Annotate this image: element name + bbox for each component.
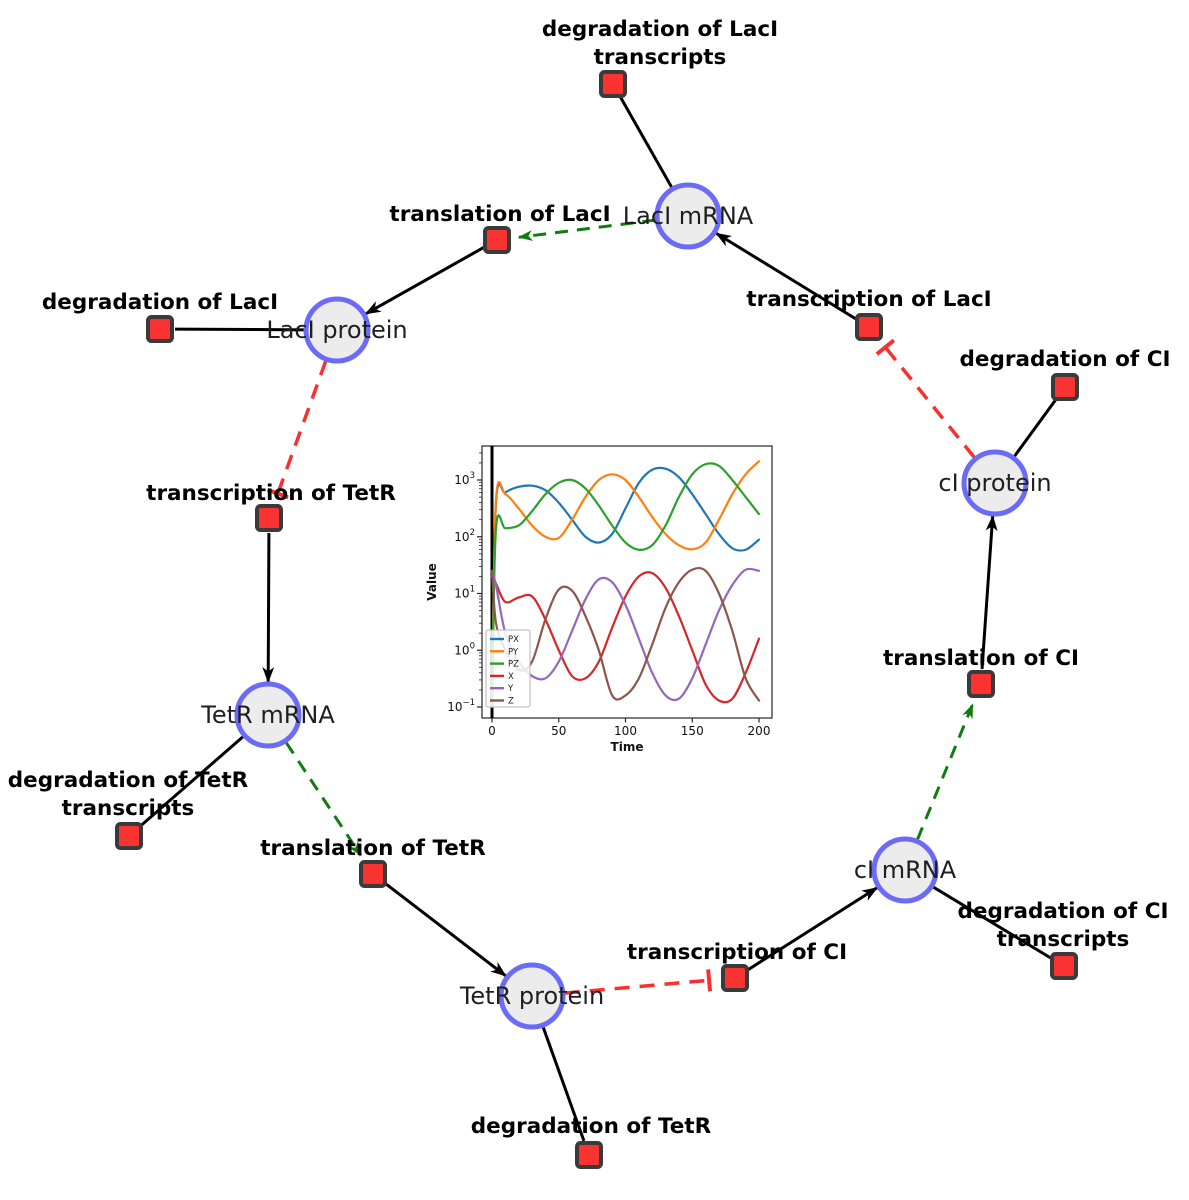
edge-production-tl_laci-laci_prot: [364, 246, 485, 316]
edge-consumption-tetr_mrna-deg_tetr_tx: [139, 735, 245, 828]
reaction-node-deg_tetr_tx[interactable]: [115, 822, 143, 850]
edge-production-tx_ci-ci_mrna: [746, 886, 878, 972]
x-tick-label: 0: [488, 724, 496, 738]
reaction-label-tx_laci: transcription of LacI: [746, 287, 991, 312]
reaction-label-deg_ci_tx: transcripts: [997, 927, 1130, 952]
y-tick-label: 10−1: [447, 698, 475, 714]
reaction-node-tx_tetr[interactable]: [255, 504, 283, 532]
legend-label-Y: Y: [507, 684, 514, 694]
species-node-tetr_mrna[interactable]: [234, 681, 302, 749]
edge-consumption-ci_mrna-deg_ci_tx: [932, 885, 1052, 960]
reaction-label-tx_ci: transcription of CI: [627, 940, 847, 965]
y-axis-label: Value: [425, 563, 439, 601]
edge-modifier-tetr_mrna-tl_tetr: [284, 741, 363, 857]
nodes-layer: [115, 70, 1079, 1169]
legend-label-PX: PX: [508, 635, 519, 645]
species-label-ci_prot: cI protein: [938, 469, 1051, 497]
species-label-ci_mrna: cI mRNA: [854, 856, 957, 884]
species-node-ci_mrna[interactable]: [871, 836, 939, 904]
edge-inhibition-laci_prot-tx_tetr: [278, 360, 328, 494]
reaction-label-tl_tetr: translation of TetR: [260, 836, 486, 861]
y-tick-label: 100: [454, 641, 475, 657]
reaction-label-deg_tetr_tx: degradation of TetR: [8, 768, 249, 793]
y-tick-label: 101: [454, 585, 475, 601]
reaction-node-tl_laci[interactable]: [483, 226, 511, 254]
x-tick-label: 100: [614, 724, 637, 738]
x-tick-label: 150: [681, 724, 704, 738]
legend-label-PY: PY: [508, 647, 519, 657]
series-line-PZ: [490, 462, 761, 709]
reaction-node-tx_laci[interactable]: [855, 313, 883, 341]
y-tick-label: 103: [454, 471, 475, 487]
reaction-label-deg_laci: degradation of LacI: [42, 290, 278, 315]
edge-consumption-ci_prot-deg_ci: [1013, 398, 1058, 458]
legend-label-X: X: [508, 672, 514, 682]
edge-consumption-laci_prot-deg_laci: [174, 327, 305, 332]
edge-production-tl_ci-ci_prot: [980, 514, 998, 670]
series-line-PY: [490, 460, 761, 709]
reaction-label-tl_ci: translation of CI: [883, 646, 1079, 671]
simulation-chart: 0 50 100 150 20010−1100101102103TimeValuePXP…: [425, 445, 773, 754]
reaction-node-tl_ci[interactable]: [967, 670, 995, 698]
reaction-label-deg_laci_tx: transcripts: [594, 45, 727, 70]
species-node-ci_prot[interactable]: [961, 449, 1029, 517]
chart-legend: PX PY PZ XYZ: [485, 629, 531, 708]
edge-modifier-ci_mrna-tl_ci: [916, 703, 975, 841]
series-line-PX: [490, 466, 761, 709]
reaction-node-deg_laci_tx[interactable]: [599, 70, 627, 98]
edge-production-tx_tetr-tetr_mrna: [262, 532, 275, 684]
reaction-node-deg_tetr[interactable]: [575, 1141, 603, 1169]
reaction-label-deg_laci_tx: degradation of LacI: [542, 17, 778, 42]
species-node-laci_mrna[interactable]: [654, 182, 722, 250]
species-node-laci_prot[interactable]: [303, 296, 371, 364]
edge-production-tx_laci-laci_mrna: [715, 231, 857, 321]
species-label-laci_mrna: LacI mRNA: [623, 202, 754, 230]
labels-layer: degradation of LacI transcripts translatio…: [8, 17, 1171, 1139]
species-label-laci_prot: LacI protein: [266, 316, 407, 344]
reaction-node-tx_ci[interactable]: [721, 964, 749, 992]
reaction-label-deg_tetr: degradation of TetR: [471, 1114, 712, 1139]
legend-label-PZ: PZ: [508, 660, 519, 670]
legend-label-Z: Z: [508, 697, 514, 707]
reaction-label-tx_tetr: transcription of TetR: [146, 481, 396, 506]
species-label-tetr_prot: TetR protein: [459, 982, 604, 1010]
edge-modifier-laci_mrna-tl_laci: [517, 218, 656, 241]
simulation-plot-inset: 0 50 100 150 200 10−1 100 101 102 103 Time Value PX P…: [424, 437, 774, 763]
species-node-tetr_prot[interactable]: [498, 962, 566, 1030]
x-axis-label: Time: [611, 740, 644, 754]
reaction-label-deg_ci_tx: degradation of CI: [958, 899, 1169, 924]
species-label-tetr_mrna: TetR mRNA: [200, 701, 335, 729]
reaction-node-tl_tetr[interactable]: [359, 860, 387, 888]
edge-consumption-laci_mrna-deg_laci_tx: [619, 96, 674, 189]
reaction-node-deg_laci[interactable]: [146, 315, 174, 343]
reaction-label-tl_laci: translation of LacI: [389, 202, 610, 227]
edge-production-tl_tetr-tetr_prot: [383, 881, 507, 978]
y-tick-label: 102: [454, 528, 475, 544]
reaction-label-deg_tetr_tx: transcripts: [62, 796, 195, 821]
reaction-label-deg_ci: degradation of CI: [960, 347, 1171, 372]
x-tick-label: 200: [748, 724, 771, 738]
reaction-node-deg_ci[interactable]: [1051, 373, 1079, 401]
edge-consumption-tetr_prot-deg_tetr: [541, 1026, 586, 1142]
edges-layer: [139, 96, 1058, 1142]
x-tick-label: 50: [551, 724, 566, 738]
series-line-X: [490, 571, 761, 704]
reaction-node-deg_ci_tx[interactable]: [1050, 952, 1078, 980]
